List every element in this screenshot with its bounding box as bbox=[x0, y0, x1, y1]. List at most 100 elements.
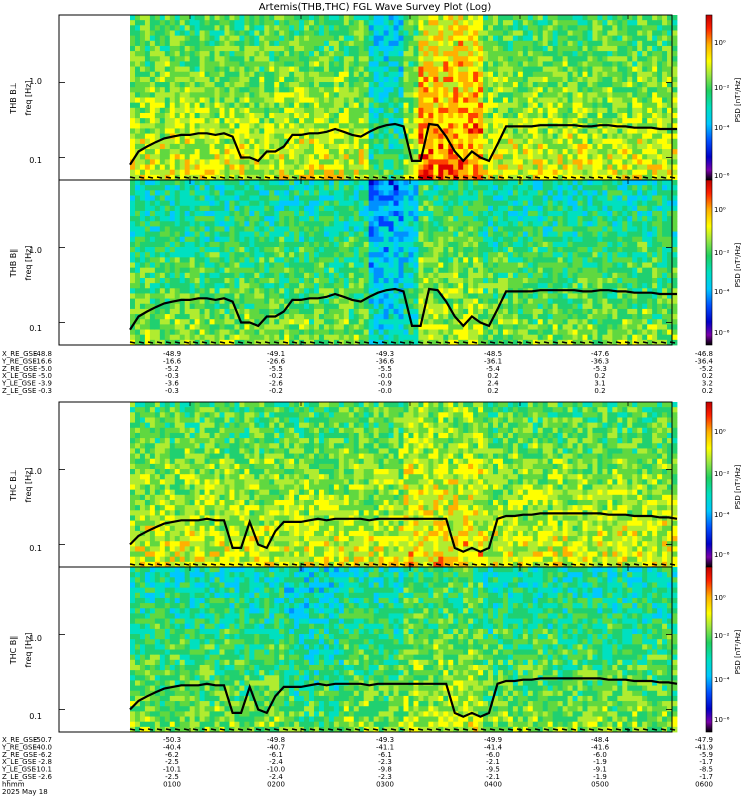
spectrogram-cell bbox=[627, 138, 633, 145]
spectrogram-cell bbox=[130, 154, 136, 160]
spectrogram-cell bbox=[547, 82, 554, 88]
spectrogram-cell bbox=[194, 169, 201, 176]
spectrogram-cell bbox=[179, 334, 186, 341]
spectrogram-cell bbox=[244, 272, 250, 279]
spectrogram-cell bbox=[179, 61, 186, 67]
spectrogram-cell bbox=[274, 61, 280, 67]
spectrogram-cell bbox=[244, 56, 250, 62]
spectrogram-cell bbox=[507, 66, 514, 73]
spectrogram-cell bbox=[289, 257, 295, 263]
spectrogram-cell bbox=[194, 143, 201, 150]
spectrogram-cell bbox=[333, 15, 340, 21]
spectrogram-cell bbox=[632, 154, 638, 160]
ztick-label: 10⁰ bbox=[714, 39, 726, 47]
spectrogram-cell bbox=[294, 118, 300, 124]
spectrogram-cell bbox=[279, 221, 285, 227]
spectrogram-cell bbox=[309, 102, 315, 109]
spectrogram-cell bbox=[174, 15, 181, 21]
spectrogram-cell bbox=[304, 97, 310, 104]
spectrogram-cell bbox=[199, 51, 205, 57]
spectrogram-cell bbox=[333, 82, 340, 88]
spectrogram-cell bbox=[209, 277, 215, 284]
spectrogram-cell bbox=[304, 339, 310, 346]
spectrogram-cell bbox=[309, 107, 315, 114]
spectrogram-cell bbox=[229, 25, 235, 31]
spectrogram-cell bbox=[139, 25, 146, 31]
spectrogram-cell bbox=[219, 314, 225, 320]
spectrogram-cell bbox=[338, 298, 345, 305]
spectrogram-cell bbox=[234, 241, 240, 248]
spectrogram-cell bbox=[264, 20, 270, 26]
spectrogram-cell bbox=[179, 102, 186, 109]
spectrogram-cell bbox=[517, 82, 524, 88]
spectrogram-cell bbox=[174, 112, 181, 119]
spectrogram-cell bbox=[333, 221, 340, 227]
spectrogram-cell bbox=[254, 92, 260, 98]
spectrogram-cell bbox=[269, 71, 275, 78]
spectrogram-cell bbox=[294, 66, 300, 73]
spectrogram-cell bbox=[169, 339, 176, 346]
spectrogram-cell bbox=[194, 200, 201, 207]
spectrogram-cell bbox=[463, 112, 469, 119]
spectrogram-cell bbox=[333, 334, 340, 341]
spectrogram-cell bbox=[647, 66, 653, 73]
spectrogram-cell bbox=[493, 71, 499, 78]
spectrogram-cell bbox=[149, 25, 156, 31]
spectrogram-cell bbox=[159, 51, 166, 57]
spectrogram-cell bbox=[304, 133, 310, 140]
spectrogram-cell bbox=[139, 298, 146, 305]
spectrogram-cell bbox=[512, 169, 519, 176]
spectrogram-cell bbox=[577, 92, 583, 98]
spectrogram-cell bbox=[214, 40, 220, 47]
spectrogram-cell bbox=[259, 334, 265, 341]
spectrogram-cell bbox=[363, 20, 370, 26]
spectrogram-cell bbox=[363, 92, 370, 98]
spectrogram-cell bbox=[318, 112, 325, 119]
spectrogram-cell bbox=[199, 138, 205, 145]
spectrogram-cell bbox=[443, 97, 449, 104]
spectrogram-cell bbox=[373, 45, 380, 52]
spectrogram-cell bbox=[159, 288, 166, 294]
spectrogram-cell bbox=[358, 35, 365, 42]
spectrogram-cell bbox=[264, 293, 270, 299]
spectrogram-cell bbox=[592, 143, 598, 150]
spectrogram-cell bbox=[259, 226, 265, 232]
spectrogram-cell bbox=[299, 272, 305, 279]
spectrogram-cell bbox=[378, 82, 385, 88]
spectrogram-cell bbox=[512, 25, 519, 31]
spectrogram-cell bbox=[582, 149, 588, 155]
spectrogram-cell bbox=[294, 185, 300, 191]
spectrogram-cell bbox=[249, 45, 255, 52]
spectrogram-cell bbox=[313, 334, 320, 341]
spectrogram-cell bbox=[393, 164, 399, 171]
spectrogram-cell bbox=[428, 66, 434, 73]
spectrogram-cell bbox=[294, 216, 300, 222]
spectrogram-cell bbox=[328, 288, 335, 294]
spectrogram-cell bbox=[602, 102, 608, 109]
spectrogram-cell bbox=[393, 35, 399, 42]
spectrogram-cell bbox=[657, 149, 663, 155]
spectrogram-cell bbox=[318, 40, 325, 47]
spectrogram-cell bbox=[224, 180, 230, 186]
spectrogram-cell bbox=[617, 82, 623, 88]
spectrogram-cell bbox=[159, 262, 166, 269]
spectrogram-cell bbox=[174, 334, 181, 341]
spectrogram-cell bbox=[328, 102, 335, 109]
spectrogram-cell bbox=[259, 267, 265, 274]
spectrogram-cell bbox=[612, 164, 618, 171]
spectrogram-cell bbox=[249, 107, 255, 114]
spectrogram-cell bbox=[264, 15, 270, 21]
spectrogram-cell bbox=[154, 210, 161, 217]
spectrogram-cell bbox=[289, 102, 295, 109]
spectrogram-cell bbox=[537, 30, 544, 37]
spectrogram-cell bbox=[179, 71, 186, 78]
spectrogram-cell bbox=[130, 185, 136, 191]
spectrogram-cell bbox=[453, 30, 459, 37]
spectrogram-cell bbox=[602, 30, 608, 37]
spectrogram-cell bbox=[398, 112, 404, 119]
spectrogram-cell bbox=[527, 61, 534, 67]
spectrogram-cell bbox=[657, 164, 663, 171]
spectrogram-cell bbox=[179, 123, 186, 129]
spectrogram-cell bbox=[642, 112, 648, 119]
spectrogram-cell bbox=[602, 71, 608, 78]
